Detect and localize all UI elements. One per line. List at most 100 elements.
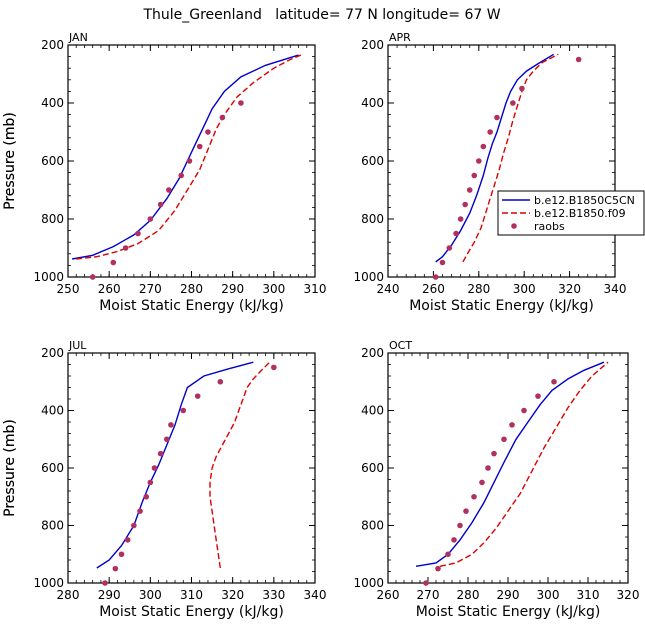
y-tick-label: 1000 <box>353 576 384 590</box>
series-line-c5cn <box>71 54 299 260</box>
raobs-point <box>217 378 224 385</box>
x-tick-label: 300 <box>139 588 162 602</box>
y-tick-label: 1000 <box>353 270 384 284</box>
raobs-point <box>157 201 164 208</box>
y-tick-label: 200 <box>361 38 384 52</box>
raobs-point <box>491 450 497 457</box>
x-tick-label: 260 <box>377 588 400 602</box>
raobs-point <box>151 465 158 471</box>
panel-jul: JUL 280 290 300 310 320 330 340 200 400 600 800 1000… <box>2 339 326 620</box>
series-line-f09 <box>209 361 271 569</box>
raobs-point <box>494 114 500 121</box>
x-tick-label: 240 <box>377 282 400 296</box>
panel-title: APR <box>389 31 411 44</box>
y-tick-label: 1000 <box>33 270 64 284</box>
raobs-point <box>451 537 457 543</box>
x-tick-label: 270 <box>417 588 440 602</box>
x-tick-label: 260 <box>98 282 121 296</box>
raobs-point <box>238 100 244 106</box>
x-tick-label: 320 <box>617 588 640 602</box>
raobs-point <box>131 522 137 529</box>
x-tick-label: 310 <box>577 588 600 602</box>
x-tick-label: 290 <box>221 282 244 296</box>
plot-frame <box>387 352 629 584</box>
x-tick-label: 250 <box>57 282 80 296</box>
y-tick-label: 400 <box>41 404 64 418</box>
chart-panels: JAN 250 260 270 280 290 300 310 200 400 600 800 1000… <box>2 31 639 620</box>
raobs-point <box>445 551 451 558</box>
x-tick-label: 320 <box>221 588 244 602</box>
panel-title: JUL <box>68 339 87 352</box>
panel-title: JAN <box>68 31 88 44</box>
raobs-point <box>471 172 478 179</box>
raobs-point <box>186 158 193 164</box>
raobs-point <box>168 422 174 428</box>
raobs-point <box>124 537 131 543</box>
x-axis-label: Moist Static Energy (kJ/kg) <box>409 298 594 314</box>
legend-label: b.e12.B1850.f09 <box>534 207 626 220</box>
x-tick-label: 280 <box>180 282 203 296</box>
x-tick-label: 300 <box>537 588 560 602</box>
y-tick-label: 200 <box>41 38 64 52</box>
figure-title: Thule_Greenland latitude= 77 N longitude… <box>142 7 500 23</box>
series-line-f09 <box>76 53 303 260</box>
raobs-point <box>439 259 446 266</box>
y-tick-label: 400 <box>361 404 384 418</box>
raobs-point <box>480 143 487 150</box>
raobs-point <box>89 274 96 280</box>
raobs-point <box>463 508 469 514</box>
x-tick-label: 280 <box>457 588 480 602</box>
x-tick-label: 290 <box>98 588 121 602</box>
raobs-point <box>194 393 201 399</box>
raobs-point <box>501 436 507 443</box>
raobs-point <box>453 230 459 237</box>
raobs-point <box>143 493 150 500</box>
raobs-point <box>519 85 525 92</box>
raobs-point <box>180 407 187 414</box>
raobs-point <box>457 216 464 222</box>
raobs-point <box>510 100 516 106</box>
panel-title: OCT <box>389 339 412 352</box>
series-line-c5cn <box>415 361 605 567</box>
plot-frame <box>67 352 316 584</box>
y-axis-label: Pressure (mb) <box>2 112 18 210</box>
y-tick-label: 200 <box>41 346 64 360</box>
y-tick-label: 800 <box>41 212 64 226</box>
x-tick-label: 340 <box>304 588 327 602</box>
raobs-point <box>462 201 468 208</box>
raobs-point <box>271 364 277 371</box>
raobs-point <box>112 565 119 572</box>
series-line-c5cn <box>96 361 254 569</box>
raobs-point <box>147 216 154 222</box>
x-axis-label: Moist Static Energy (kJ/kg) <box>99 604 284 620</box>
series-line-f09 <box>439 361 609 567</box>
raobs-point <box>118 551 125 558</box>
panel-oct: OCT 260 270 280 290 300 310 320 200 400 600 800 1000… <box>2 339 639 620</box>
raobs-point <box>102 580 108 586</box>
legend-label: raobs <box>534 220 565 233</box>
raobs-point <box>166 187 172 193</box>
y-axis-label: Pressure (mb) <box>2 112 18 210</box>
panel-apr: APR 240 260 280 300 320 340 200 400 600 800 1000 Moi… <box>2 31 626 314</box>
raobs-point <box>147 479 154 486</box>
raobs-point <box>551 378 557 385</box>
raobs-point <box>110 259 117 266</box>
x-tick-label: 300 <box>513 282 536 296</box>
raobs-point <box>466 187 473 193</box>
raobs-point <box>178 172 185 179</box>
raobs-point <box>122 245 129 251</box>
raobs-point <box>137 508 143 514</box>
legend-dot-marker <box>511 223 517 229</box>
x-axis-label: Moist Static Energy (kJ/kg) <box>416 604 601 620</box>
raobs-point <box>219 114 226 121</box>
y-axis-label: Pressure (mb) <box>2 419 18 517</box>
y-tick-label: 600 <box>361 154 384 168</box>
raobs-point <box>509 422 515 428</box>
legend-label: b.e12.B1850C5CN <box>534 194 635 207</box>
x-tick-label: 310 <box>180 588 203 602</box>
y-tick-label: 1000 <box>33 576 64 590</box>
raobs-point <box>205 129 211 135</box>
raobs-point <box>535 393 541 399</box>
